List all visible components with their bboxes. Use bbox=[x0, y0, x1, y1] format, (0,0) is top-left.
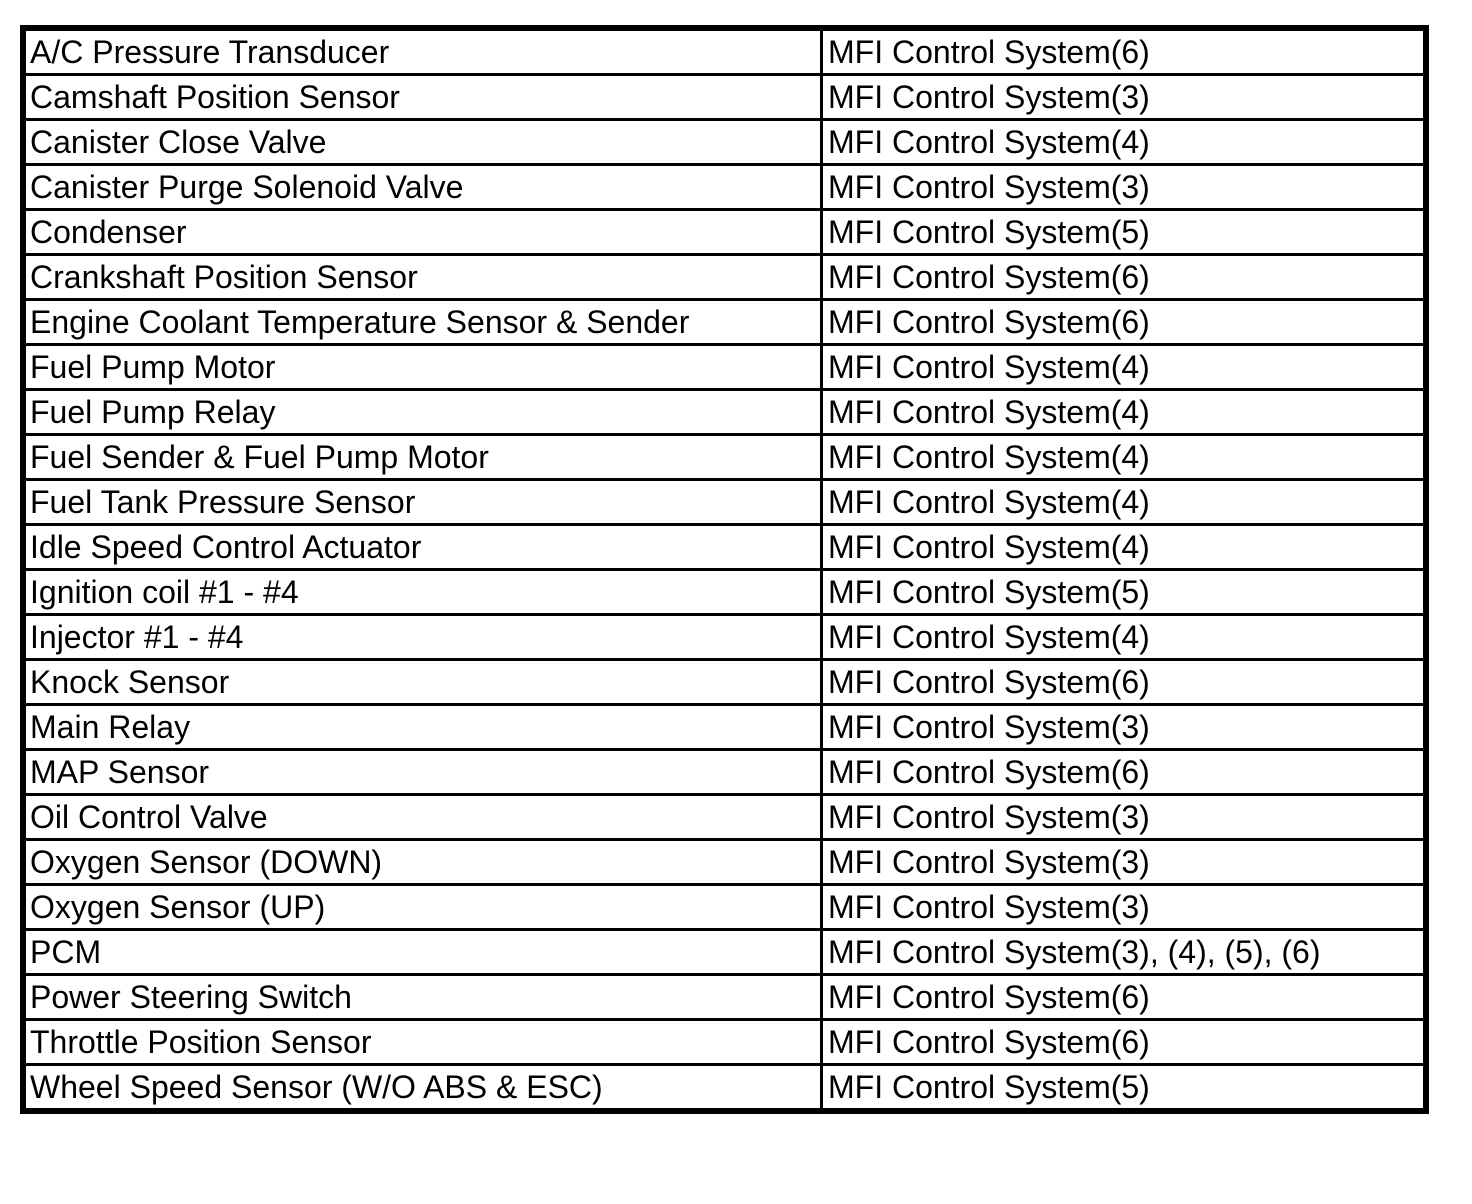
component-name-cell: Wheel Speed Sensor (W/O ABS & ESC) bbox=[21, 1063, 823, 1113]
table-row: Fuel Sender & Fuel Pump Motor MFI Control… bbox=[21, 433, 1428, 481]
component-name-cell: MAP Sensor bbox=[21, 748, 823, 796]
system-reference-cell: MFI Control System(4) bbox=[820, 388, 1428, 436]
component-name-cell: Injector #1 - #4 bbox=[21, 613, 823, 661]
table-row: Throttle Position Sensor MFI Control Syst… bbox=[21, 1018, 1428, 1066]
component-name-cell: Condenser bbox=[21, 208, 823, 256]
system-reference-cell: MFI Control System(4) bbox=[820, 433, 1428, 481]
table-row: Wheel Speed Sensor (W/O ABS & ESC) MFI Co… bbox=[21, 1063, 1428, 1113]
component-name-cell: Crankshaft Position Sensor bbox=[21, 253, 823, 301]
component-name-cell: Canister Purge Solenoid Valve bbox=[21, 163, 823, 211]
system-reference-cell: MFI Control System(6) bbox=[820, 973, 1428, 1021]
table-row: Main Relay MFI Control System(3) bbox=[21, 703, 1428, 751]
table-row: Crankshaft Position Sensor MFI Control Sy… bbox=[21, 253, 1428, 301]
table-row: Knock Sensor MFI Control System(6) bbox=[21, 658, 1428, 706]
component-name-cell: Main Relay bbox=[21, 703, 823, 751]
table-row: Ignition coil #1 - #4 MFI Control System(… bbox=[21, 568, 1428, 616]
system-reference-cell: MFI Control System(6) bbox=[820, 748, 1428, 796]
table-row: MAP Sensor MFI Control System(6) bbox=[21, 748, 1428, 796]
component-name-cell: Oxygen Sensor (UP) bbox=[21, 883, 823, 931]
component-name-cell: Canister Close Valve bbox=[21, 118, 823, 166]
system-reference-cell: MFI Control System(6) bbox=[820, 1018, 1428, 1066]
system-reference-cell: MFI Control System(4) bbox=[820, 478, 1428, 526]
system-reference-cell: MFI Control System(6) bbox=[820, 298, 1428, 346]
system-reference-cell: MFI Control System(3) bbox=[820, 163, 1428, 211]
component-name-cell: Knock Sensor bbox=[21, 658, 823, 706]
system-reference-cell: MFI Control System(5) bbox=[820, 568, 1428, 616]
table-row: Injector #1 - #4 MFI Control System(4) bbox=[21, 613, 1428, 661]
system-reference-cell: MFI Control System(5) bbox=[820, 208, 1428, 256]
system-reference-cell: MFI Control System(5) bbox=[820, 1063, 1428, 1113]
system-reference-cell: MFI Control System(6) bbox=[820, 253, 1428, 301]
component-name-cell: Power Steering Switch bbox=[21, 973, 823, 1021]
table-row: Camshaft Position Sensor MFI Control Syst… bbox=[21, 73, 1428, 121]
table-row: Condenser MFI Control System(5) bbox=[21, 208, 1428, 256]
table-row: Fuel Tank Pressure Sensor MFI Control Sys… bbox=[21, 478, 1428, 526]
system-reference-cell: MFI Control System(3) bbox=[820, 73, 1428, 121]
system-reference-cell: MFI Control System(4) bbox=[820, 343, 1428, 391]
component-name-cell: Oil Control Valve bbox=[21, 793, 823, 841]
system-reference-cell: MFI Control System(6) bbox=[820, 658, 1428, 706]
system-reference-cell: MFI Control System(3) bbox=[820, 883, 1428, 931]
component-name-cell: Engine Coolant Temperature Sensor & Send… bbox=[21, 298, 823, 346]
table-row: Oxygen Sensor (UP) MFI Control System(3) bbox=[21, 883, 1428, 931]
component-name-cell: Oxygen Sensor (DOWN) bbox=[21, 838, 823, 886]
table-row: PCM MFI Control System(3), (4), (5), (6) bbox=[21, 928, 1428, 976]
component-name-cell: Fuel Sender & Fuel Pump Motor bbox=[21, 433, 823, 481]
system-reference-cell: MFI Control System(3) bbox=[820, 838, 1428, 886]
table-row: A/C Pressure Transducer MFI Control Syste… bbox=[21, 26, 1428, 76]
table-row: Fuel Pump Relay MFI Control System(4) bbox=[21, 388, 1428, 436]
table-row: Oxygen Sensor (DOWN) MFI Control System(3… bbox=[21, 838, 1428, 886]
component-location-table: A/C Pressure Transducer MFI Control Syste… bbox=[20, 25, 1429, 1114]
system-reference-cell: MFI Control System(3), (4), (5), (6) bbox=[820, 928, 1428, 976]
table-row: Canister Close Valve MFI Control System(4… bbox=[21, 118, 1428, 166]
table-row: Fuel Pump Motor MFI Control System(4) bbox=[21, 343, 1428, 391]
table-row: Idle Speed Control Actuator MFI Control S… bbox=[21, 523, 1428, 571]
system-reference-cell: MFI Control System(6) bbox=[820, 26, 1428, 76]
system-reference-cell: MFI Control System(3) bbox=[820, 703, 1428, 751]
table-row: Canister Purge Solenoid Valve MFI Control… bbox=[21, 163, 1428, 211]
component-name-cell: Fuel Tank Pressure Sensor bbox=[21, 478, 823, 526]
component-name-cell: Fuel Pump Motor bbox=[21, 343, 823, 391]
table-row: Engine Coolant Temperature Sensor & Send… bbox=[21, 298, 1428, 346]
table-row: Oil Control Valve MFI Control System(3) bbox=[21, 793, 1428, 841]
component-name-cell: Camshaft Position Sensor bbox=[21, 73, 823, 121]
table-row: Power Steering Switch MFI Control System(… bbox=[21, 973, 1428, 1021]
system-reference-cell: MFI Control System(3) bbox=[820, 793, 1428, 841]
component-name-cell: PCM bbox=[21, 928, 823, 976]
system-reference-cell: MFI Control System(4) bbox=[820, 523, 1428, 571]
component-name-cell: Throttle Position Sensor bbox=[21, 1018, 823, 1066]
system-reference-cell: MFI Control System(4) bbox=[820, 118, 1428, 166]
system-reference-cell: MFI Control System(4) bbox=[820, 613, 1428, 661]
component-name-cell: Ignition coil #1 - #4 bbox=[21, 568, 823, 616]
component-name-cell: A/C Pressure Transducer bbox=[21, 26, 823, 76]
component-name-cell: Fuel Pump Relay bbox=[21, 388, 823, 436]
component-name-cell: Idle Speed Control Actuator bbox=[21, 523, 823, 571]
